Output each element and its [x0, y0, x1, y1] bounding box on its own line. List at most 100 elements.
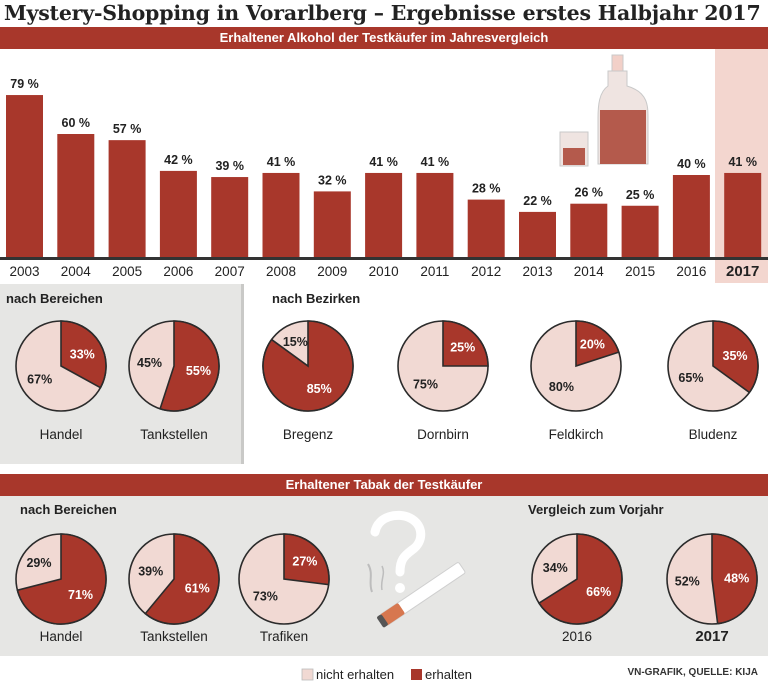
pie-label-nicht-erhalten: 73%	[253, 589, 278, 603]
pie-caption-2017: 2017	[695, 628, 728, 645]
tobacco-pie-charts: nach Bereichen Vergleich zum Vorjahr 71%…	[0, 496, 768, 682]
alcohol-pie-charts: nach Bereichen nach Bezirken 33% 67% Hande…	[0, 284, 759, 464]
bar-2013	[519, 211, 556, 257]
pie-label-erhalten: 27%	[292, 555, 317, 569]
bar-2008	[262, 172, 300, 257]
tobacco-section-band: Erhaltener Tabak der Testkäufer	[0, 474, 768, 496]
section-label-alcohol-areas: nach Bereichen	[6, 291, 103, 306]
pie-label-nicht-erhalten: 45%	[137, 356, 162, 370]
bar-label-2009: 32 %	[318, 173, 347, 187]
tick-label-2009: 2009	[317, 264, 347, 279]
pie-slice-erhalten	[262, 320, 354, 412]
bar-label-2005: 57 %	[113, 122, 142, 136]
bar-2009	[313, 191, 351, 257]
pie-label-nicht-erhalten: 34%	[543, 561, 568, 575]
bar-2016	[672, 175, 710, 257]
alcohol-section-band: Erhaltener Alkohol der Testkäufer im Jah…	[0, 27, 768, 49]
pie-caption-dornbirn: Dornbirn	[417, 427, 469, 442]
pie-label-nicht-erhalten: 39%	[138, 565, 163, 579]
bottle-glass-icon	[512, 54, 714, 171]
bar-label-2006: 42 %	[164, 153, 193, 167]
section-label-alcohol-districts: nach Bezirken	[272, 291, 360, 306]
bar-2007	[211, 177, 249, 257]
bar-label-2013: 22 %	[523, 194, 552, 208]
pie-dornbirn: 25% 75% Dornbirn	[397, 320, 489, 442]
pie-label-nicht-erhalten: 80%	[549, 380, 574, 394]
bar-chart-baseline	[0, 257, 768, 260]
pie-label-erhalten: 55%	[186, 364, 211, 378]
pie-bregenz: 85% 15% Bregenz	[262, 320, 354, 442]
bar-label-2004: 60 %	[62, 116, 91, 130]
pie-handel: 33% 67% Handel	[15, 320, 107, 442]
pie-label-nicht-erhalten: 67%	[27, 373, 52, 387]
tick-label-2015: 2015	[625, 264, 655, 279]
page-title: Mystery-Shopping in Vorarlberg – Ergebni…	[4, 1, 761, 25]
bar-label-2008: 41 %	[267, 155, 296, 169]
pie-slice-erhalten	[712, 320, 759, 394]
pie-feldkirch: 20% 80% Feldkirch	[530, 320, 622, 442]
pie-caption-tankstellen: Tankstellen	[140, 427, 208, 442]
pie-label-nicht-erhalten: 75%	[413, 378, 438, 392]
bar-label-2017: 41 %	[728, 155, 757, 169]
pie-label-erhalten: 66%	[586, 585, 611, 599]
pie-label-erhalten: 25%	[450, 340, 475, 354]
pie-slice-erhalten	[16, 533, 107, 625]
bar-2011	[416, 172, 454, 257]
bar-2012	[467, 199, 505, 257]
tick-label-2007: 2007	[215, 264, 245, 279]
pie-tankstellen: 55% 45% Tankstellen	[128, 320, 220, 442]
pie-caption-trafiken: Trafiken	[260, 629, 308, 644]
pie-label-erhalten: 71%	[68, 588, 93, 602]
tick-label-2017: 2017	[726, 263, 759, 280]
tick-label-2013: 2013	[522, 264, 552, 279]
tick-label-2005: 2005	[112, 264, 142, 279]
bar-2004	[57, 134, 95, 257]
alcohol-pies: 33% 67% Handel 55% 45% Tankstellen 85% 15% Brege…	[15, 320, 759, 442]
tick-label-2010: 2010	[369, 264, 399, 279]
bar-2006	[159, 170, 197, 257]
tick-label-2011: 2011	[420, 264, 449, 279]
pie-label-erhalten: 85%	[307, 382, 332, 396]
legend: nicht erhalten erhalten	[301, 667, 472, 682]
pie-caption-bregenz: Bregenz	[283, 427, 334, 442]
pie-caption-bludenz: Bludenz	[689, 427, 738, 442]
bar-label-2010: 41 %	[369, 155, 398, 169]
tick-label-2004: 2004	[61, 264, 92, 279]
section-label-tobacco-comparison: Vergleich zum Vorjahr	[528, 502, 664, 517]
legend-label-not-received: nicht erhalten	[316, 667, 394, 682]
pie-label-erhalten: 20%	[580, 337, 605, 351]
tick-label-2008: 2008	[266, 264, 296, 279]
pie-label-nicht-erhalten: 15%	[283, 335, 308, 349]
pie-handel: 71% 29% Handel	[15, 533, 107, 644]
bar-2010	[365, 172, 403, 257]
pie-caption-tankstellen: Tankstellen	[140, 629, 208, 644]
tick-label-2012: 2012	[471, 264, 501, 279]
pie-slice-erhalten	[537, 533, 623, 625]
pie-2016: 66% 34% 2016	[531, 533, 623, 644]
pie-trafiken: 27% 73% Trafiken	[238, 533, 330, 644]
bar-2014	[570, 203, 608, 257]
tick-label-2003: 2003	[9, 264, 39, 279]
bar-2005	[108, 140, 146, 257]
bar-label-2015: 25 %	[626, 188, 655, 202]
pie-label-nicht-erhalten: 65%	[678, 371, 703, 385]
pie-slice-erhalten	[144, 533, 220, 625]
bar-marks: 79 % 60 % 57 % 42 % 39 % 41 % 32 % 41 % 41 % 28 %…	[6, 77, 762, 257]
pie-slice-erhalten	[575, 320, 620, 368]
pie-2017: 48% 52% 2017	[666, 533, 758, 645]
pie-slice-erhalten	[159, 320, 220, 412]
pie-label-erhalten: 35%	[723, 349, 748, 363]
legend-swatch-received	[411, 669, 422, 680]
pie-label-nicht-erhalten: 29%	[26, 556, 51, 570]
bar-label-2012: 28 %	[472, 182, 501, 196]
pie-label-erhalten: 48%	[724, 571, 749, 585]
panel-divider	[241, 284, 244, 464]
bar-2017	[724, 172, 762, 257]
tick-label-2016: 2016	[676, 264, 706, 279]
pie-tankstellen: 61% 39% Tankstellen	[128, 533, 220, 644]
bar-label-2014: 26 %	[575, 186, 604, 200]
cigarette-question-icon	[367, 510, 466, 628]
pie-label-erhalten: 33%	[70, 347, 95, 361]
pie-slice-erhalten	[60, 320, 107, 389]
tobacco-pies: 71% 29% Handel 61% 39% Tankstellen 27% 73% Trafi…	[15, 533, 758, 645]
